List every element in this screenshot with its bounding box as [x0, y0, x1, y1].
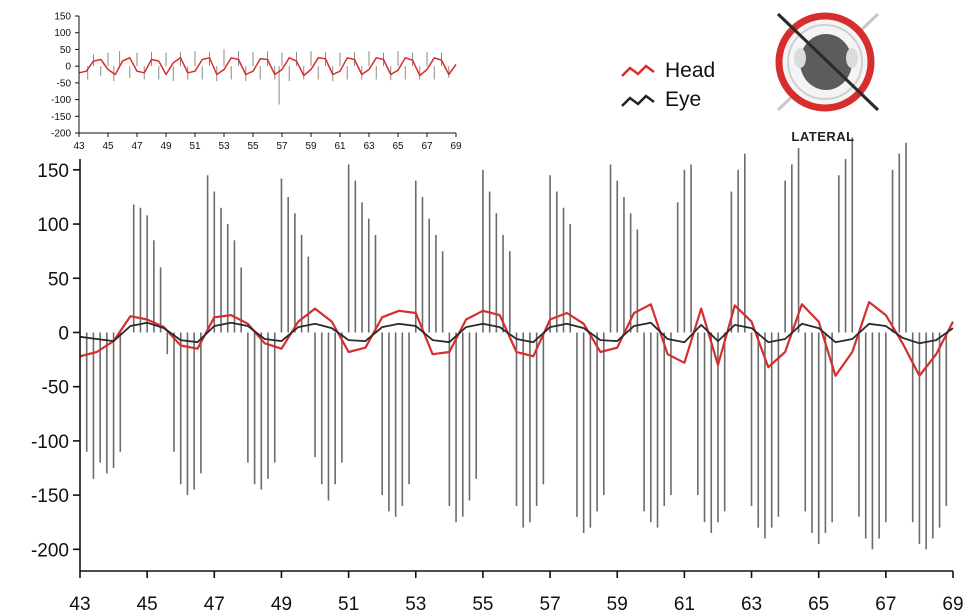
inset-x-tick-label: 47	[131, 141, 143, 152]
legend-head-label: Head	[665, 59, 715, 82]
main-series-eye-line	[79, 321, 954, 345]
lateral-head-prohibited-icon: LATERAL	[775, 12, 880, 144]
main-x-tick-label: 53	[405, 594, 426, 615]
main-y-tick-label: 150	[37, 161, 69, 182]
main-chart: 150 100 50 0 -50 -100 -150 -200 43 45 47 49 51 53 55 57…	[31, 137, 964, 615]
inset-y-tick-label: -100	[51, 95, 71, 106]
legend-head-swatch	[621, 64, 655, 77]
inset-x-tick-label: 61	[334, 141, 346, 152]
main-y-tick-label: -200	[31, 540, 69, 561]
main-x-tick-label: 67	[875, 594, 896, 615]
inset-y-tick-label: 50	[60, 45, 72, 56]
inset-x-tick-label: 49	[160, 141, 172, 152]
main-x-tick-label: 55	[472, 594, 493, 615]
lateral-caption: LATERAL	[791, 129, 854, 144]
inset-x-tick-label: 65	[392, 141, 404, 152]
main-x-tick-label: 63	[741, 594, 762, 615]
main-x-tick-label: 61	[674, 594, 695, 615]
inset-x-tick-label: 45	[102, 141, 114, 152]
inset-y-tick-label: -150	[51, 112, 71, 123]
inset-series-group	[78, 49, 457, 105]
main-x-tick-label: 65	[808, 594, 829, 615]
icon-slash	[776, 12, 880, 112]
inset-x-tick-label: 43	[73, 141, 85, 152]
inset-x-tick-label: 69	[450, 141, 462, 152]
main-x-tick-label: 51	[338, 594, 359, 615]
main-y-tick-label: -50	[42, 378, 69, 399]
main-x-tick-label: 57	[540, 594, 561, 615]
inset-y-tick-label: -50	[57, 78, 72, 89]
main-x-tick-label: 45	[137, 594, 158, 615]
inset-x-tick-label: 53	[218, 141, 230, 152]
inset-series-head-line	[78, 57, 457, 77]
inset-y-tick-label: 0	[65, 62, 71, 73]
main-y-tick-label: 100	[37, 215, 69, 236]
inset-x-tick-label: 51	[189, 141, 201, 152]
main-x-tick-label: 59	[607, 594, 628, 615]
main-x-tick-label: 69	[942, 594, 963, 615]
legend-eye-label: Eye	[665, 88, 701, 111]
inset-y-tick-label: -200	[51, 129, 71, 140]
head-right-ear	[846, 48, 858, 68]
inset-x-tick-label: 55	[247, 141, 259, 152]
main-x-tick-label: 47	[204, 594, 225, 615]
main-x-tick-label: 49	[271, 594, 292, 615]
inset-x-tick-label: 67	[421, 141, 433, 152]
inset-y-tick-label: 100	[54, 28, 71, 39]
inset-x-tick-label: 63	[363, 141, 375, 152]
legend: Head Eye	[621, 59, 715, 111]
main-series-head-line	[79, 301, 954, 377]
icon-inner-ring	[787, 24, 863, 100]
head-left-ear	[794, 48, 806, 68]
main-axes: 150 100 50 0 -50 -100 -150 -200 43 45 47 49 51 53 55 57…	[31, 159, 964, 615]
main-y-tick-label: -150	[31, 486, 69, 507]
main-x-tick-label: 43	[69, 594, 90, 615]
legend-eye-swatch	[621, 94, 655, 107]
main-series-group	[79, 137, 954, 550]
inset-y-tick-label: 150	[54, 12, 71, 23]
main-y-tick-label: -100	[31, 432, 69, 453]
inset-x-tick-label: 59	[305, 141, 317, 152]
inset-x-tick-label: 57	[276, 141, 288, 152]
main-y-tick-label: 50	[48, 269, 69, 290]
main-y-tick-label: 0	[58, 323, 69, 344]
